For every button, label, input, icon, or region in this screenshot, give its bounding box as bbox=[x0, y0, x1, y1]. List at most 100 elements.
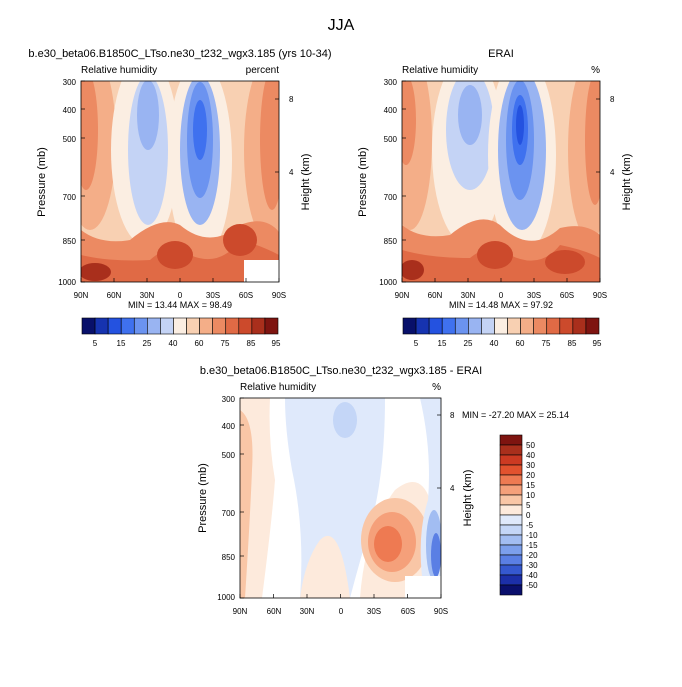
rh-contour bbox=[458, 85, 482, 145]
colorbar-swatch bbox=[559, 317, 574, 335]
rh-contour bbox=[516, 105, 524, 145]
rh-contour bbox=[193, 100, 207, 160]
panel-model-xtick: 60N bbox=[107, 291, 122, 300]
colorbar-label: 5 bbox=[414, 339, 419, 348]
colorbar-swatch bbox=[499, 574, 523, 586]
colorbar-label: 85 bbox=[247, 339, 256, 348]
panel-diff-xtick: 30S bbox=[367, 607, 381, 616]
colorbar-label: 40 bbox=[490, 339, 499, 348]
panel-erai-y2tick: 4 bbox=[610, 168, 615, 177]
colorbar-label: 75 bbox=[542, 339, 551, 348]
colorbar-swatch bbox=[499, 514, 523, 526]
colorbar-label: 25 bbox=[143, 339, 152, 348]
panel-diff-ytick: 500 bbox=[222, 451, 236, 460]
panel-diff-ytick: 700 bbox=[222, 509, 236, 518]
rh-contour bbox=[157, 241, 193, 269]
panel-erai-right-label: % bbox=[591, 65, 600, 76]
panel-model-y2tick: 8 bbox=[289, 95, 294, 104]
colorbar-label: 95 bbox=[272, 339, 281, 348]
axes-ticks bbox=[401, 80, 601, 283]
colorbar-swatch bbox=[507, 317, 521, 335]
colorbar-label: -30 bbox=[526, 561, 538, 570]
colorbar-swatch bbox=[546, 317, 561, 335]
colorbar-swatch bbox=[494, 317, 508, 335]
colorbar-swatch bbox=[212, 317, 227, 335]
panel-erai-ylabel: Pressure (mb) bbox=[357, 147, 369, 217]
panel-diff-title: b.e30_beta06.B1850C_LTso.ne30_t232_wgx3.… bbox=[200, 365, 482, 377]
panel-model-ytick: 300 bbox=[63, 78, 77, 87]
colorbar-swatch bbox=[173, 317, 187, 335]
axes-ticks bbox=[80, 80, 280, 283]
colorbar-label: 75 bbox=[221, 339, 230, 348]
diff-contour bbox=[285, 398, 385, 598]
rh-contour bbox=[81, 263, 111, 281]
panel-model-y2tick: 4 bbox=[289, 168, 294, 177]
colorbar-swatch bbox=[199, 317, 213, 335]
panel-diff-plot bbox=[239, 397, 442, 599]
colorbar-swatch bbox=[468, 317, 482, 335]
panel-diff-xtick: 90S bbox=[434, 607, 448, 616]
panel-diff-colorbar bbox=[499, 434, 523, 596]
panel-erai-colorbar bbox=[402, 317, 600, 335]
colorbar-swatch bbox=[402, 317, 417, 335]
colorbar-swatch bbox=[428, 317, 443, 335]
colorbar-swatch bbox=[499, 464, 523, 476]
rh-contour bbox=[81, 81, 98, 190]
diff-contour bbox=[240, 410, 253, 598]
colorbar-label: 60 bbox=[516, 339, 525, 348]
colorbar-swatch bbox=[499, 534, 523, 546]
panel-model-xtick: 90N bbox=[74, 291, 89, 300]
panel-erai-ytick: 300 bbox=[384, 78, 398, 87]
colorbar-swatch bbox=[81, 317, 96, 335]
panel-model-left-label: Relative humidity bbox=[81, 65, 157, 76]
colorbar-swatch bbox=[520, 317, 534, 335]
rh-contour bbox=[260, 81, 279, 210]
colorbar-label: 40 bbox=[169, 339, 178, 348]
colorbar-swatch bbox=[499, 444, 523, 456]
colorbar-swatch bbox=[415, 317, 430, 335]
panel-erai-xtick: 30S bbox=[527, 291, 541, 300]
colorbar-swatch bbox=[133, 317, 148, 335]
colorbar-label: 40 bbox=[526, 451, 535, 460]
panel-erai: ERAI Relative humidity % bbox=[357, 48, 633, 348]
colorbar-swatch bbox=[251, 317, 266, 335]
panel-model-xtick: 90S bbox=[272, 291, 286, 300]
colorbar-label: 60 bbox=[195, 339, 204, 348]
colorbar-label: 10 bbox=[526, 491, 535, 500]
rh-contour bbox=[585, 81, 600, 205]
colorbar-swatch bbox=[120, 317, 135, 335]
colorbar-label: -20 bbox=[526, 551, 538, 560]
panel-erai-xtick: 60N bbox=[428, 291, 443, 300]
panel-model: b.e30_beta06.B1850C_LTso.ne30_t232_wgx3.… bbox=[28, 48, 331, 348]
panel-erai-xtick: 90S bbox=[593, 291, 607, 300]
rh-contour bbox=[477, 241, 513, 269]
panel-diff-ytick: 300 bbox=[222, 395, 236, 404]
rh-contour bbox=[223, 224, 257, 256]
panel-erai-xtick: 0 bbox=[499, 291, 504, 300]
colorbar-swatch bbox=[533, 317, 548, 335]
figure-title: JJA bbox=[328, 17, 355, 34]
colorbar-label: 0 bbox=[526, 511, 531, 520]
panel-erai-xtick: 30N bbox=[461, 291, 476, 300]
colorbar-swatch bbox=[499, 524, 523, 536]
colorbar-swatch bbox=[499, 484, 523, 496]
panel-diff-xtick: 0 bbox=[339, 607, 344, 616]
panel-diff-ylabel: Pressure (mb) bbox=[197, 463, 209, 533]
colorbar-swatch bbox=[499, 554, 523, 566]
panel-diff-y2tick: 8 bbox=[450, 411, 455, 420]
colorbar-label: 30 bbox=[526, 461, 535, 470]
colorbar-label: 50 bbox=[526, 441, 535, 450]
rh-contour bbox=[402, 260, 424, 280]
rh-contour bbox=[402, 81, 416, 165]
panel-diff-xtick: 90N bbox=[233, 607, 248, 616]
panel-diff-y2tick: 4 bbox=[450, 484, 455, 493]
colorbar-label: 5 bbox=[93, 339, 98, 348]
topography-mask bbox=[244, 260, 279, 282]
colorbar-swatch bbox=[499, 494, 523, 506]
colorbar-swatch bbox=[499, 564, 523, 576]
diff-contour bbox=[431, 533, 441, 577]
colorbar-swatch bbox=[454, 317, 469, 335]
colorbar-swatch bbox=[160, 317, 174, 335]
panel-model-ytick: 700 bbox=[63, 193, 77, 202]
